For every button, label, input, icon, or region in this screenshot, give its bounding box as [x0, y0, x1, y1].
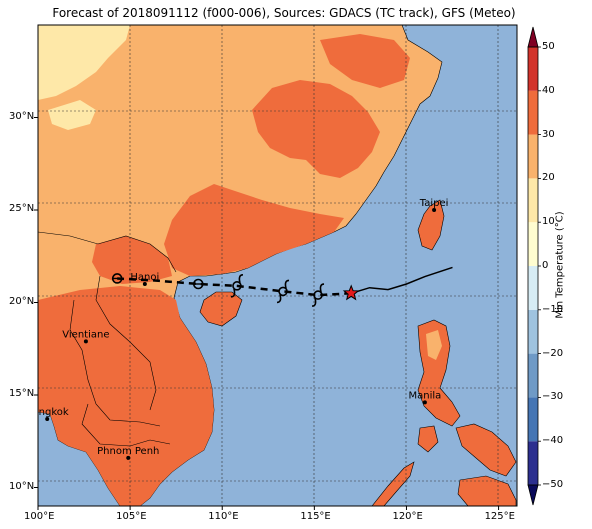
- pale-yellow-region: [38, 25, 130, 100]
- latitude-tick-label: 15°N: [9, 388, 35, 399]
- colorbar-tick-label: −40: [542, 435, 564, 447]
- colorbar-tick-label: −10: [542, 303, 564, 315]
- colorbar-tick-label: 30: [542, 128, 555, 140]
- longitude-tick-label: 110°E: [208, 511, 239, 522]
- warm-region-east-china: [252, 80, 380, 178]
- visayas-islands: [455, 423, 517, 477]
- city-dot: [45, 417, 50, 422]
- colorbar-segment: [528, 178, 538, 223]
- latitude-tick-label: 10°N: [9, 480, 35, 492]
- warm-region-northern-vietnam: [92, 236, 172, 284]
- city-label: Taipei: [419, 198, 449, 209]
- colorbar-tick-label: −30: [542, 391, 564, 403]
- city-label: Phnom Penh: [97, 446, 159, 457]
- latitude-tick-label: 25°N: [9, 203, 35, 214]
- depression-symbol: [192, 278, 204, 290]
- typhoon-symbol: [230, 274, 244, 298]
- city-label: Manila: [408, 390, 441, 401]
- typhoon-symbol: [276, 279, 290, 304]
- city-dot: [432, 208, 437, 212]
- colorbar-tick-label: 40: [542, 84, 555, 96]
- colorbar-tick-label: −50: [542, 479, 564, 490]
- colorbar-segment: [528, 47, 538, 91]
- colorbar-segment: [528, 90, 538, 135]
- luzon-highland: [426, 330, 442, 360]
- latitude-tick-label: 30°N: [9, 110, 35, 122]
- city-dot: [83, 339, 88, 344]
- city-dot: [126, 455, 131, 460]
- pale-yellow-region-2: [48, 100, 96, 130]
- storm-symbols: [111, 273, 360, 307]
- graticule: [38, 25, 517, 506]
- colorbar-segment: [528, 222, 538, 266]
- colorbar-segment: [528, 134, 538, 179]
- longitude-tick-label: 120°E: [392, 511, 423, 522]
- warm-region-north: [320, 34, 410, 88]
- longitude-tick-label: 100°E: [24, 511, 55, 522]
- colorbar-tick-label: 50: [542, 41, 555, 52]
- map-panel: Taipei Hanoi Vientiane Manila Bangkok Phnom P…: [26, 25, 517, 506]
- colorbar-segment: [528, 353, 538, 398]
- colorbar-segment: [528, 266, 538, 310]
- colorbar-tick-label: 10: [542, 216, 555, 228]
- map-frame: [37, 24, 518, 507]
- colorbar-tick-label: 20: [542, 172, 555, 184]
- typhoon-symbol: [311, 283, 325, 307]
- map-title: Forecast of 2018091112 (f000-006), Sourc…: [52, 6, 516, 20]
- depression-symbol: [111, 273, 123, 284]
- observed-track-line: [350, 266, 453, 295]
- longitude-tick-label: 115°E: [300, 511, 331, 522]
- colorbar-segment: [528, 441, 538, 485]
- colorbar-tick-label: 0: [542, 260, 549, 271]
- latitude-tick-label: 20°N: [9, 295, 35, 307]
- palawan-island: [371, 461, 415, 506]
- mindanao-island: [457, 475, 517, 506]
- forecast-track-line: [117, 277, 352, 297]
- warm-region-indochina: [38, 286, 214, 506]
- mindoro-island: [417, 425, 439, 453]
- colorbar-bottom-extension: [527, 484, 539, 506]
- axis-ticks: [34, 117, 500, 510]
- longitude-tick-label: 125°E: [484, 511, 515, 522]
- city-label: Hanoi: [130, 272, 159, 283]
- colorbar-top-extension: [527, 26, 539, 48]
- city-dot: [142, 282, 147, 286]
- warm-region-south-china: [164, 184, 344, 276]
- colorbar-segment: [528, 309, 538, 354]
- longitude-tick-label: 105°E: [116, 511, 147, 522]
- colorbar-title: Min Temperature (°C): [554, 211, 566, 319]
- city-label: Vientiane: [62, 329, 109, 340]
- current-position-star: [342, 284, 360, 301]
- colorbar-segment: [528, 397, 538, 442]
- colorbar-tick-label: −20: [542, 347, 564, 359]
- city-markers: Taipei Hanoi Vientiane Manila Bangkok Phnom P…: [26, 198, 449, 460]
- colorbar: [527, 26, 541, 506]
- hainan-island: [199, 291, 243, 327]
- city-dot: [422, 400, 427, 405]
- taiwan-island: [417, 199, 445, 251]
- city-label: Bangkok: [26, 407, 69, 418]
